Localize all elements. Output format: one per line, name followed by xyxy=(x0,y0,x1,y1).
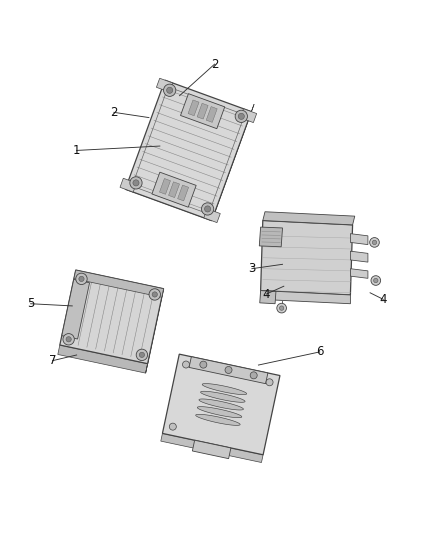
Circle shape xyxy=(370,238,379,247)
Polygon shape xyxy=(261,290,350,304)
Polygon shape xyxy=(199,399,244,410)
Circle shape xyxy=(79,276,84,281)
Polygon shape xyxy=(180,94,225,128)
Circle shape xyxy=(277,303,286,313)
Circle shape xyxy=(371,276,381,285)
Polygon shape xyxy=(125,80,251,221)
Circle shape xyxy=(200,361,207,368)
Polygon shape xyxy=(161,433,263,463)
Text: 3: 3 xyxy=(248,262,255,275)
Circle shape xyxy=(183,361,190,368)
Circle shape xyxy=(279,306,284,310)
Polygon shape xyxy=(188,100,199,116)
Text: 1: 1 xyxy=(73,144,81,157)
Polygon shape xyxy=(120,178,137,192)
Polygon shape xyxy=(145,289,163,373)
Circle shape xyxy=(163,84,176,96)
Polygon shape xyxy=(260,290,276,304)
Circle shape xyxy=(149,289,160,300)
Polygon shape xyxy=(162,354,280,455)
Polygon shape xyxy=(189,357,268,384)
Circle shape xyxy=(201,203,214,215)
Polygon shape xyxy=(58,345,148,373)
Polygon shape xyxy=(350,269,368,278)
Text: 4: 4 xyxy=(379,293,387,306)
Circle shape xyxy=(133,180,139,186)
Text: 7: 7 xyxy=(49,354,57,367)
Circle shape xyxy=(136,349,148,360)
Text: 2: 2 xyxy=(211,58,219,71)
Circle shape xyxy=(170,423,177,430)
Circle shape xyxy=(66,337,71,342)
Polygon shape xyxy=(202,384,247,394)
Circle shape xyxy=(266,379,273,386)
Polygon shape xyxy=(152,172,196,207)
Polygon shape xyxy=(159,179,170,195)
Circle shape xyxy=(139,352,145,358)
Polygon shape xyxy=(350,233,368,245)
Polygon shape xyxy=(259,227,283,247)
Polygon shape xyxy=(240,109,257,123)
Circle shape xyxy=(250,372,257,379)
Polygon shape xyxy=(261,221,353,295)
Polygon shape xyxy=(204,209,220,223)
Polygon shape xyxy=(197,103,208,119)
Polygon shape xyxy=(62,279,89,339)
Polygon shape xyxy=(192,440,231,459)
Circle shape xyxy=(238,114,244,119)
Polygon shape xyxy=(212,104,254,221)
Polygon shape xyxy=(350,251,368,262)
Text: 6: 6 xyxy=(316,345,324,358)
Circle shape xyxy=(235,110,247,123)
Polygon shape xyxy=(196,414,240,425)
Polygon shape xyxy=(178,185,189,201)
Circle shape xyxy=(130,177,142,189)
Circle shape xyxy=(374,278,378,282)
Polygon shape xyxy=(74,270,163,297)
Polygon shape xyxy=(263,212,355,225)
Polygon shape xyxy=(206,107,217,123)
Polygon shape xyxy=(60,270,163,364)
Polygon shape xyxy=(201,391,245,402)
Circle shape xyxy=(166,87,173,93)
Text: 4: 4 xyxy=(262,288,270,301)
Text: 5: 5 xyxy=(27,297,34,310)
Polygon shape xyxy=(125,182,215,221)
Circle shape xyxy=(63,334,74,345)
Polygon shape xyxy=(156,78,173,92)
Circle shape xyxy=(76,273,87,285)
Text: 2: 2 xyxy=(110,106,118,119)
Circle shape xyxy=(225,367,232,374)
Polygon shape xyxy=(197,407,242,418)
Circle shape xyxy=(372,240,377,245)
Polygon shape xyxy=(169,182,180,198)
Circle shape xyxy=(205,206,211,212)
Circle shape xyxy=(152,292,157,297)
